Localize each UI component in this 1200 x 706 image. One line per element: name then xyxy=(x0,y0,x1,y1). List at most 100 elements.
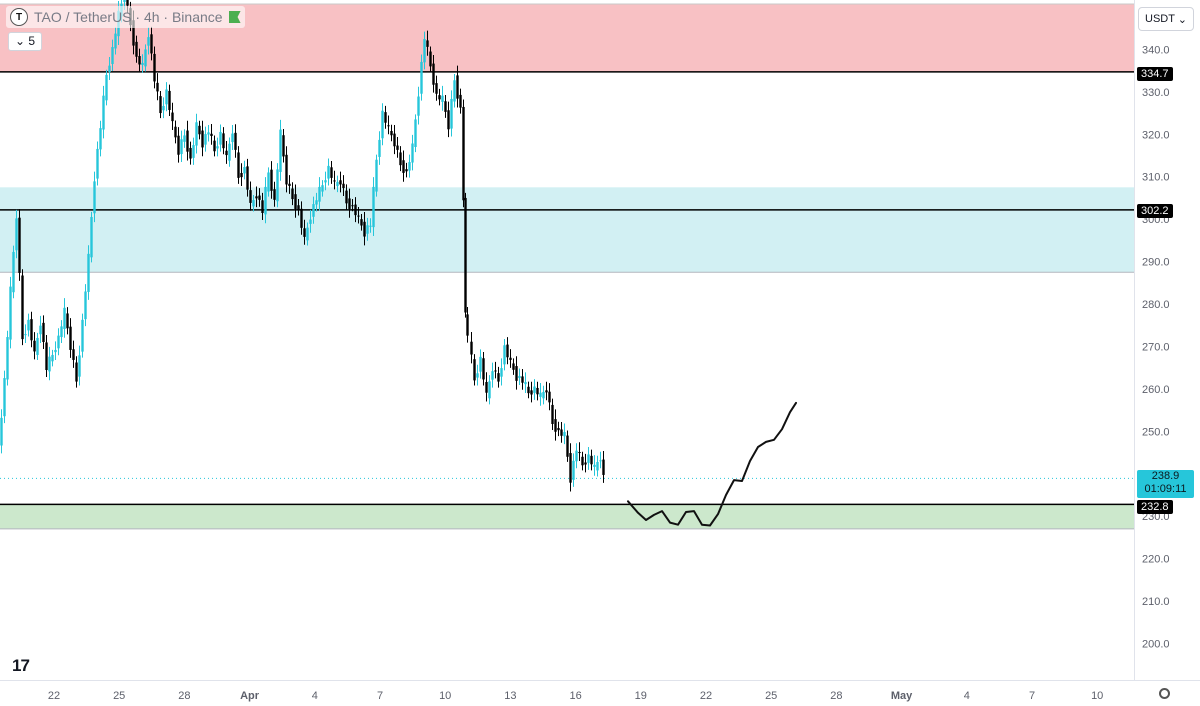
x-tick-label: 22 xyxy=(48,690,60,702)
candle-body xyxy=(54,349,57,353)
candle-body xyxy=(447,110,450,130)
zones-layer xyxy=(0,3,1134,530)
y-tick-label: 200.0 xyxy=(1142,639,1170,651)
candle-body xyxy=(515,366,518,381)
candle-body xyxy=(381,110,384,139)
candle-body xyxy=(204,134,207,145)
candle-body xyxy=(420,61,423,94)
candle-body xyxy=(575,450,578,462)
candle-body xyxy=(548,391,551,403)
candle-body xyxy=(321,185,324,192)
y-tick-label: 270.0 xyxy=(1142,341,1170,353)
candle-body xyxy=(0,417,3,446)
candle-body xyxy=(249,190,252,203)
candle-body xyxy=(228,143,231,161)
candle-body xyxy=(494,370,497,372)
x-tick-label: 25 xyxy=(113,690,125,702)
candle-body xyxy=(408,162,411,171)
candle-body xyxy=(459,94,462,108)
candle-body xyxy=(503,345,506,365)
candle-body xyxy=(303,228,306,237)
candle-body xyxy=(396,145,399,150)
candle-body xyxy=(476,373,479,378)
projection-layer xyxy=(627,401,797,527)
currency-select[interactable]: USDT ⌄ xyxy=(1138,7,1194,31)
candle-body xyxy=(596,461,599,471)
candle-body xyxy=(159,96,162,114)
candle-body xyxy=(342,183,345,189)
tradingview-logo[interactable]: 17 xyxy=(12,656,30,675)
y-tick-label: 210.0 xyxy=(1142,596,1170,608)
candle-body xyxy=(156,82,159,92)
x-tick-label: Apr xyxy=(240,690,260,702)
x-tick-label: 28 xyxy=(178,690,190,702)
bar-countdown: 01:09:11 xyxy=(1144,483,1187,495)
symbol-legend[interactable]: T TAO / TetherUS · 4h · Binance xyxy=(6,6,245,28)
x-tick-label: 7 xyxy=(377,690,383,702)
candle-body xyxy=(153,53,156,82)
candle-body xyxy=(90,217,93,258)
time-axis[interactable]: 22 25 28 Apr 4 7 10 13 16 19 22 25 28 May 4 7 10 xyxy=(48,690,1103,702)
candle-body xyxy=(213,140,216,152)
candle-body xyxy=(66,313,69,329)
x-tick-label: 10 xyxy=(439,690,451,702)
candle-body xyxy=(195,122,198,146)
candle-body xyxy=(246,166,249,190)
candle-body xyxy=(276,169,279,202)
candle-body xyxy=(255,196,258,199)
candle-body xyxy=(45,342,48,371)
candle-body xyxy=(590,455,593,465)
candle-body xyxy=(402,160,405,173)
candle-body xyxy=(521,376,524,383)
candle-body xyxy=(51,354,54,362)
candle-body xyxy=(18,217,21,273)
candle-body xyxy=(3,378,6,417)
candle-body xyxy=(183,135,186,142)
candle-body xyxy=(306,227,309,241)
candle-body xyxy=(488,381,491,399)
candle-body xyxy=(189,147,192,159)
candle-body xyxy=(602,459,605,475)
candle-body xyxy=(60,326,63,338)
candle-body xyxy=(87,253,90,292)
candle-body xyxy=(563,432,566,437)
x-tick-label: 7 xyxy=(1029,690,1035,702)
flag-icon[interactable] xyxy=(228,11,241,23)
currency-label: USDT xyxy=(1145,13,1175,25)
symbol-title: TAO / TetherUS · 4h · Binance xyxy=(34,9,223,25)
candle-body xyxy=(435,83,438,94)
level-tag-302: 302.2 xyxy=(1137,204,1173,218)
indicators-toggle[interactable]: ⌄ 5 xyxy=(8,32,43,51)
candle-body xyxy=(593,464,596,467)
last-price-value: 238.9 xyxy=(1151,470,1180,482)
candle-body xyxy=(288,183,291,186)
chevron-down-icon: ⌄ xyxy=(1177,13,1187,26)
candle-body xyxy=(225,150,228,156)
candle-body xyxy=(375,159,378,192)
candle-body xyxy=(261,200,264,213)
x-tick-label: 13 xyxy=(504,690,516,702)
candle-body xyxy=(405,169,408,172)
candle-body xyxy=(105,74,108,101)
candle-body xyxy=(63,307,66,329)
y-tick-label: 310.0 xyxy=(1142,172,1170,184)
x-tick-label: 4 xyxy=(964,690,970,702)
gear-icon[interactable] xyxy=(1159,688,1170,699)
candle-body xyxy=(357,215,360,217)
candle-body xyxy=(509,357,512,360)
candle-body xyxy=(578,452,581,454)
candle-body xyxy=(21,275,24,340)
candle-body xyxy=(252,200,255,207)
candle-body xyxy=(99,128,102,150)
price-axis[interactable]: 200.0210.0220.0230.0240.0250.0260.0270.0… xyxy=(1142,44,1170,650)
y-tick-label: 230.0 xyxy=(1142,511,1170,523)
candle-body xyxy=(93,181,96,214)
candle-body xyxy=(42,322,45,342)
candles-layer xyxy=(0,0,605,492)
candle-body xyxy=(512,363,515,370)
candle-body xyxy=(102,95,105,130)
candle-body xyxy=(384,112,387,123)
y-tick-label: 290.0 xyxy=(1142,257,1170,269)
